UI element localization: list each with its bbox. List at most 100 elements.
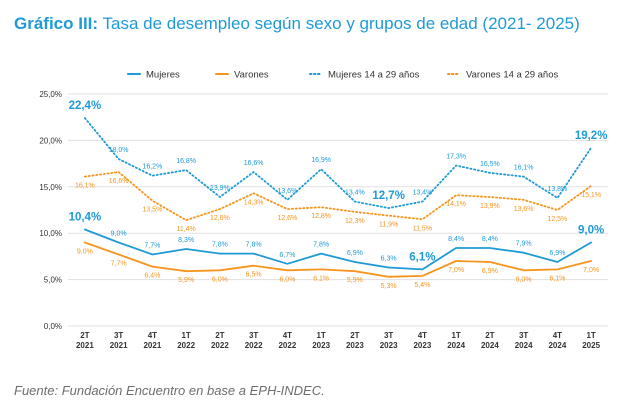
legend-label: Varones 14 a 29 años xyxy=(466,70,559,81)
x-tick-label-quarter: 2T xyxy=(215,331,224,340)
x-tick-label-year: 2023 xyxy=(380,341,398,350)
data-label: 5,4% xyxy=(414,282,430,289)
data-label: 12,7% xyxy=(372,190,405,202)
data-label: 7,8% xyxy=(246,242,262,249)
data-label: 6,9% xyxy=(482,268,498,275)
data-label: 16,8% xyxy=(176,158,196,165)
data-label: 13,9% xyxy=(210,185,230,192)
chart-title-text: Tasa de desempleo según sexo y grupos de… xyxy=(98,14,580,33)
chart-title-prefix: Gráfico III: xyxy=(14,14,99,33)
source-note: Fuente: Fundación Encuentro en base a EP… xyxy=(14,383,325,398)
y-tick-label: 20,0% xyxy=(39,136,62,145)
x-tick-label-year: 2024 xyxy=(548,341,566,350)
data-label: 10,4% xyxy=(69,211,102,223)
data-label: 6,9% xyxy=(549,250,565,257)
x-tick-label-quarter: 2T xyxy=(80,331,89,340)
data-label: 7,7% xyxy=(144,243,160,250)
data-label: 11,9% xyxy=(379,222,398,229)
x-tick-label-quarter: 3T xyxy=(249,331,258,340)
data-label: 6,7% xyxy=(279,252,295,259)
data-label: 7,8% xyxy=(313,242,329,249)
data-label: 12,6% xyxy=(277,215,297,222)
data-label: 5,3% xyxy=(381,283,397,290)
data-label: 13,6% xyxy=(514,206,534,213)
data-label: 9,0% xyxy=(578,224,604,236)
y-tick-label: 10,0% xyxy=(39,229,62,238)
data-label: 13,4% xyxy=(345,190,365,197)
y-tick-label: 0,0% xyxy=(44,322,62,331)
x-tick-label-quarter: 2T xyxy=(350,331,359,340)
x-tick-label-quarter: 4T xyxy=(283,331,292,340)
data-label: 5,9% xyxy=(347,277,363,284)
chart-title: Gráfico III: Tasa de desempleo según sex… xyxy=(14,14,580,34)
data-label: 12,8% xyxy=(311,213,331,220)
data-label: 11,5% xyxy=(413,225,432,232)
x-tick-label-year: 2024 xyxy=(481,341,499,350)
data-label: 19,2% xyxy=(575,130,608,142)
x-tick-label-quarter: 3T xyxy=(519,331,528,340)
series-line-1 xyxy=(84,228,592,271)
data-label: 6,4% xyxy=(144,273,160,280)
data-label: 6,0% xyxy=(212,276,228,283)
data-label: 6,0% xyxy=(516,276,532,283)
y-tick-label: 25,0% xyxy=(39,90,62,99)
x-tick-label-year: 2021 xyxy=(143,341,161,350)
data-label: 13,6% xyxy=(277,188,297,195)
data-label: 7,8% xyxy=(212,242,228,249)
data-label: 12,5% xyxy=(547,216,567,223)
data-label: 6,1% xyxy=(313,275,329,282)
legend-label: Varones xyxy=(234,70,269,81)
data-label: 22,4% xyxy=(69,100,102,112)
data-label: 6,9% xyxy=(347,250,363,257)
data-label: 14,1% xyxy=(446,201,466,208)
y-tick-label: 5,0% xyxy=(44,276,62,285)
data-label: 16,2% xyxy=(142,164,162,171)
y-tick-label: 15,0% xyxy=(39,183,62,192)
data-label: 16,5% xyxy=(480,161,500,168)
data-label: 9,0% xyxy=(77,248,93,255)
x-tick-label-year: 2025 xyxy=(582,341,600,350)
x-tick-label-quarter: 4T xyxy=(553,331,562,340)
x-tick-label-year: 2023 xyxy=(312,341,330,350)
line-chart: 0,0%5,0%10,0%15,0%20,0%25,0%2T20213T2021… xyxy=(39,70,608,350)
data-label: 8,4% xyxy=(448,236,464,243)
data-label: 13,8% xyxy=(547,186,567,193)
x-tick-label-quarter: 3T xyxy=(384,331,393,340)
x-tick-label-quarter: 4T xyxy=(148,331,157,340)
data-label: 13,9% xyxy=(480,203,500,210)
data-label: 12,6% xyxy=(210,215,230,222)
x-tick-label-year: 2022 xyxy=(278,341,296,350)
data-label: 17,3% xyxy=(446,153,466,160)
data-label: 12,3% xyxy=(345,218,365,225)
data-label: 16,1% xyxy=(75,183,95,190)
x-tick-label-quarter: 3T xyxy=(114,331,123,340)
x-tick-label-quarter: 1T xyxy=(181,331,190,340)
series-line-4 xyxy=(84,171,592,222)
x-tick-label-quarter: 2T xyxy=(485,331,494,340)
x-tick-label-year: 2024 xyxy=(515,341,533,350)
data-label: 6,5% xyxy=(246,272,262,279)
data-label: 11,4% xyxy=(176,226,195,233)
data-label: 18,0% xyxy=(109,147,129,154)
x-tick-label-quarter: 1T xyxy=(451,331,460,340)
x-tick-label-year: 2022 xyxy=(245,341,263,350)
x-tick-label-year: 2021 xyxy=(76,341,94,350)
data-label: 14,3% xyxy=(244,199,264,206)
x-tick-label-year: 2022 xyxy=(177,341,195,350)
data-label: 7,0% xyxy=(583,267,599,274)
data-label: 8,3% xyxy=(178,237,194,244)
data-label: 16,1% xyxy=(514,165,534,172)
data-label: 6,1% xyxy=(409,251,435,263)
data-label: 8,4% xyxy=(482,236,498,243)
x-tick-label-year: 2023 xyxy=(346,341,364,350)
series-line-3 xyxy=(84,117,592,210)
x-tick-label-year: 2022 xyxy=(211,341,229,350)
data-label: 7,7% xyxy=(111,261,127,268)
data-label: 6,3% xyxy=(381,256,397,263)
data-label: 7,9% xyxy=(516,241,532,248)
data-label: 5,9% xyxy=(178,277,194,284)
series-line-2 xyxy=(84,241,592,278)
x-tick-label-year: 2023 xyxy=(413,341,431,350)
data-label: 16,6% xyxy=(244,160,264,167)
data-label: 13,5% xyxy=(142,207,162,214)
